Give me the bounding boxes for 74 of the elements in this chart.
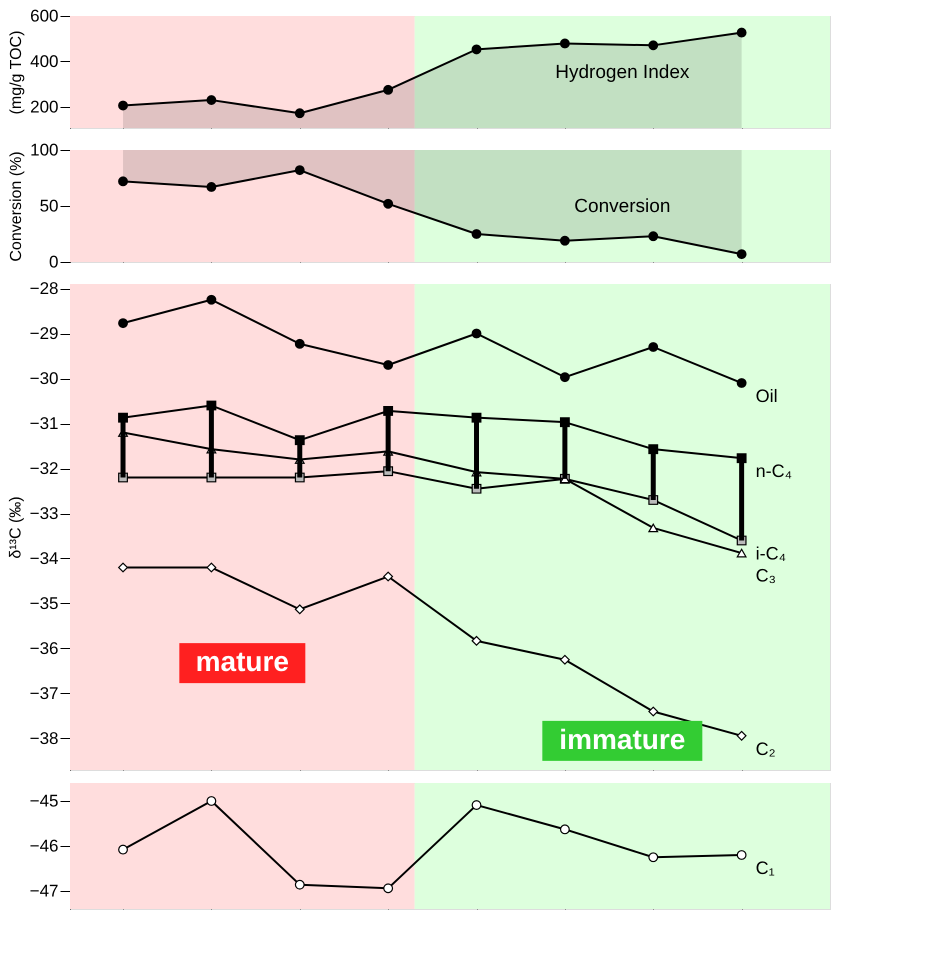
- point: [118, 176, 128, 186]
- y-axis-title: δ¹³C (‰): [8, 496, 25, 559]
- series-label: C₃: [756, 566, 776, 586]
- y-tick-label: −35: [30, 594, 58, 613]
- y-tick-label: −37: [30, 684, 58, 703]
- point: [560, 654, 570, 665]
- point: [560, 236, 570, 246]
- point: [736, 249, 747, 260]
- point: [736, 548, 747, 558]
- point: [383, 360, 394, 370]
- annotation: Conversion: [574, 196, 670, 217]
- point: [736, 730, 747, 741]
- annotation: mature: [196, 646, 290, 678]
- series-label: Oil: [756, 386, 778, 406]
- y-tick-label: 100: [30, 140, 58, 160]
- y-tick-label: −32: [30, 459, 58, 478]
- series-label: i-C₄: [756, 544, 786, 564]
- y-tick-label: 50: [40, 196, 58, 216]
- point: [383, 572, 394, 582]
- point: [648, 231, 658, 242]
- y-tick-label: −38: [30, 729, 58, 748]
- point: [383, 883, 394, 894]
- point: [472, 44, 482, 54]
- series-label: C₂: [756, 738, 776, 759]
- point: [206, 95, 216, 105]
- point: [118, 562, 128, 572]
- point: [560, 372, 570, 382]
- annotation: Hydrogen Index: [555, 62, 690, 83]
- point: [383, 84, 394, 95]
- y-tick-label: 600: [30, 6, 58, 26]
- y-tick-label: −30: [30, 369, 58, 388]
- point: [648, 852, 658, 862]
- y-tick-label: −45: [30, 792, 58, 810]
- point: [736, 850, 747, 860]
- y-tick-label: −47: [30, 882, 58, 900]
- y-tick-label: −33: [30, 504, 58, 523]
- series-label: C₁: [756, 858, 775, 878]
- y-tick-label: −34: [30, 549, 58, 568]
- point: [206, 796, 216, 806]
- point: [472, 229, 482, 239]
- point: [736, 28, 747, 38]
- y-tick-label: −29: [30, 324, 58, 343]
- point: [648, 706, 658, 716]
- point: [294, 165, 305, 176]
- point: [560, 824, 570, 834]
- point: [294, 338, 305, 349]
- series-label: n-C₄: [756, 461, 792, 482]
- y-tick-label: 0: [49, 252, 58, 272]
- point: [118, 318, 128, 328]
- point: [648, 342, 658, 352]
- point: [206, 562, 216, 572]
- point: [648, 524, 658, 532]
- y-tick-label: 200: [30, 97, 58, 116]
- point: [118, 844, 128, 855]
- point: [472, 328, 482, 338]
- point: [472, 800, 482, 810]
- y-tick-label: −46: [30, 836, 58, 856]
- point: [206, 294, 216, 305]
- point: [294, 604, 305, 614]
- point: [294, 108, 305, 118]
- point: [118, 100, 128, 110]
- y-tick-label: −36: [30, 639, 58, 658]
- y-tick-label: −28: [30, 279, 58, 298]
- annotation: immature: [559, 724, 686, 755]
- point: [383, 198, 394, 209]
- point: [472, 636, 482, 646]
- y-tick-label: −31: [30, 414, 58, 433]
- point: [294, 880, 305, 890]
- point: [736, 378, 747, 388]
- point: [206, 182, 216, 192]
- y-axis-title: Conversion (%): [8, 151, 26, 262]
- point: [648, 40, 658, 50]
- y-axis-title: (mg/g TOC): [8, 30, 26, 114]
- y-tick-label: 400: [30, 52, 58, 71]
